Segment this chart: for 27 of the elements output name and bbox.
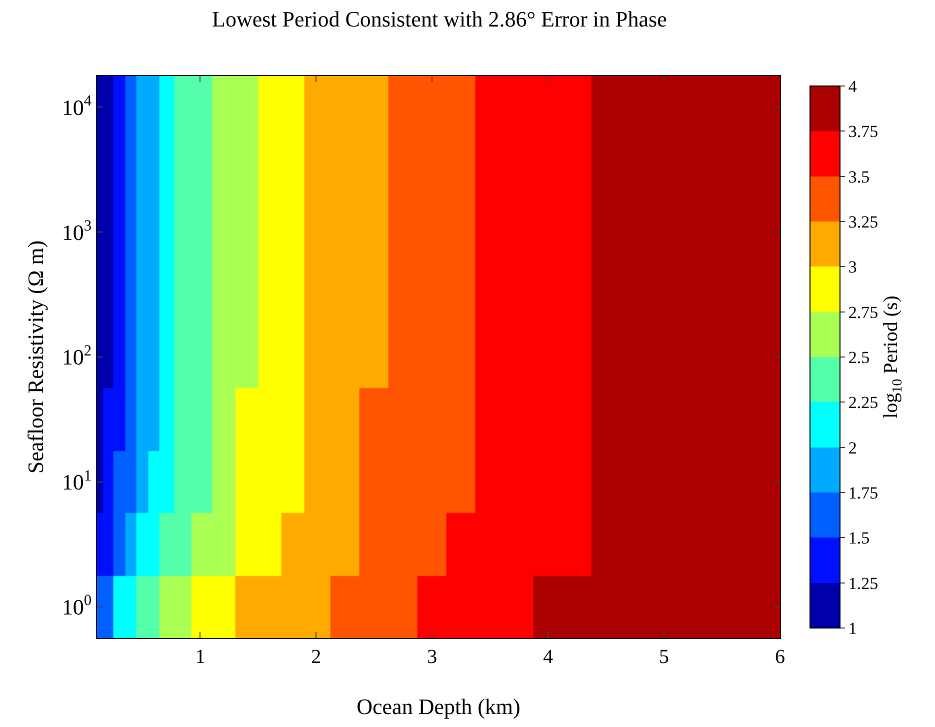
x-tick-label: 2 xyxy=(311,646,322,668)
color-bar-label: 2.75 xyxy=(848,302,878,322)
color-bar-label: 3 xyxy=(848,258,857,277)
x-axis-title: Ocean Depth (km) xyxy=(356,694,520,719)
color-bar-label: 1.75 xyxy=(848,483,878,502)
color-bar-label: 3.5 xyxy=(848,167,870,186)
color-bar-label: 2.5 xyxy=(848,348,870,367)
y-tick-label: 10$^{4}$ xyxy=(62,92,92,120)
y-tick-label: 10$^{2}$ xyxy=(62,342,92,370)
x-tick-label: 6 xyxy=(775,646,785,668)
x-tick-label: 1 xyxy=(195,646,206,668)
x-tick-label: 3 xyxy=(427,646,438,668)
color-bar-label: 2 xyxy=(848,438,857,458)
color-bar-label: 1 xyxy=(848,618,857,638)
y-tick-label: 10$^{1}$ xyxy=(62,467,92,495)
color-bar-label: 3.75 xyxy=(848,122,878,142)
y-tick-label: 10$^{0}$ xyxy=(62,592,92,620)
x-tick-label: 5 xyxy=(659,646,670,668)
y-tick-label: 10$^{3}$ xyxy=(62,218,92,245)
color-bar-label: 2.25 xyxy=(848,393,878,412)
x-tick-label: 4 xyxy=(543,646,554,668)
color-bar-label: 1.25 xyxy=(848,574,878,593)
color-bar-label: 4 xyxy=(848,76,858,96)
y-axis-title: Seafloor Resistivity (Ω m) xyxy=(23,240,48,474)
color-bar-label: 3.25 xyxy=(848,212,878,232)
color-bar-label: 1.5 xyxy=(848,528,870,548)
chart-title: Lowest Period Consistent with 2.86° Error in Phase xyxy=(212,6,667,32)
